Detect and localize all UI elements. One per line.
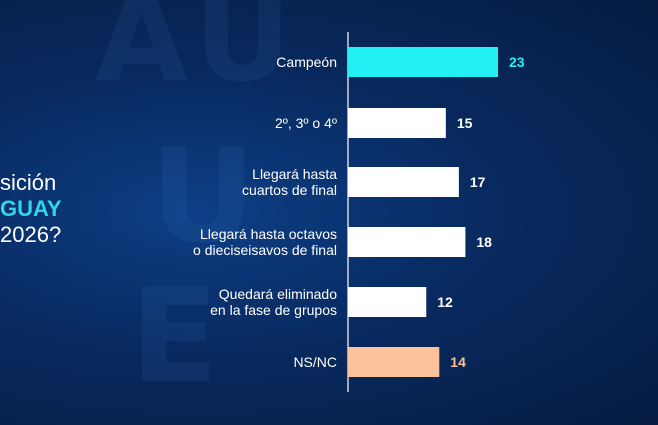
category-label-4: Quedará eliminado en la fase de grupos	[210, 286, 337, 318]
bar-4	[348, 287, 427, 317]
bar-0	[348, 47, 498, 77]
value-label-5: 14	[450, 354, 466, 370]
background-watermark: ÀÚ	[95, 0, 302, 109]
category-label-1: 2º, 3º o 4º	[275, 115, 337, 131]
value-label-1: 15	[457, 115, 473, 131]
bar-3	[348, 227, 466, 257]
category-label-2: Llegará hasta cuartos de final	[242, 166, 337, 198]
value-label-0: 23	[509, 54, 525, 70]
value-label-3: 18	[476, 234, 492, 250]
question-line-1: sición	[0, 170, 57, 195]
value-label-2: 17	[470, 174, 486, 190]
question-line-3: 2026?	[0, 222, 62, 247]
question-line-2: GUAY	[0, 196, 62, 221]
category-label-0: Campeón	[276, 54, 337, 70]
value-label-4: 12	[437, 294, 453, 310]
question-text: sición GUAY 2026?	[0, 170, 62, 248]
background-watermark-3: E	[130, 260, 219, 412]
background-watermark-2: U	[150, 120, 256, 272]
bar-5	[348, 347, 440, 377]
category-label-5: NS/NC	[293, 354, 337, 370]
bar-2	[348, 167, 459, 197]
category-label-3: Llegará hasta octavos o dieciseisavos de …	[193, 226, 337, 258]
bar-1	[348, 108, 446, 138]
